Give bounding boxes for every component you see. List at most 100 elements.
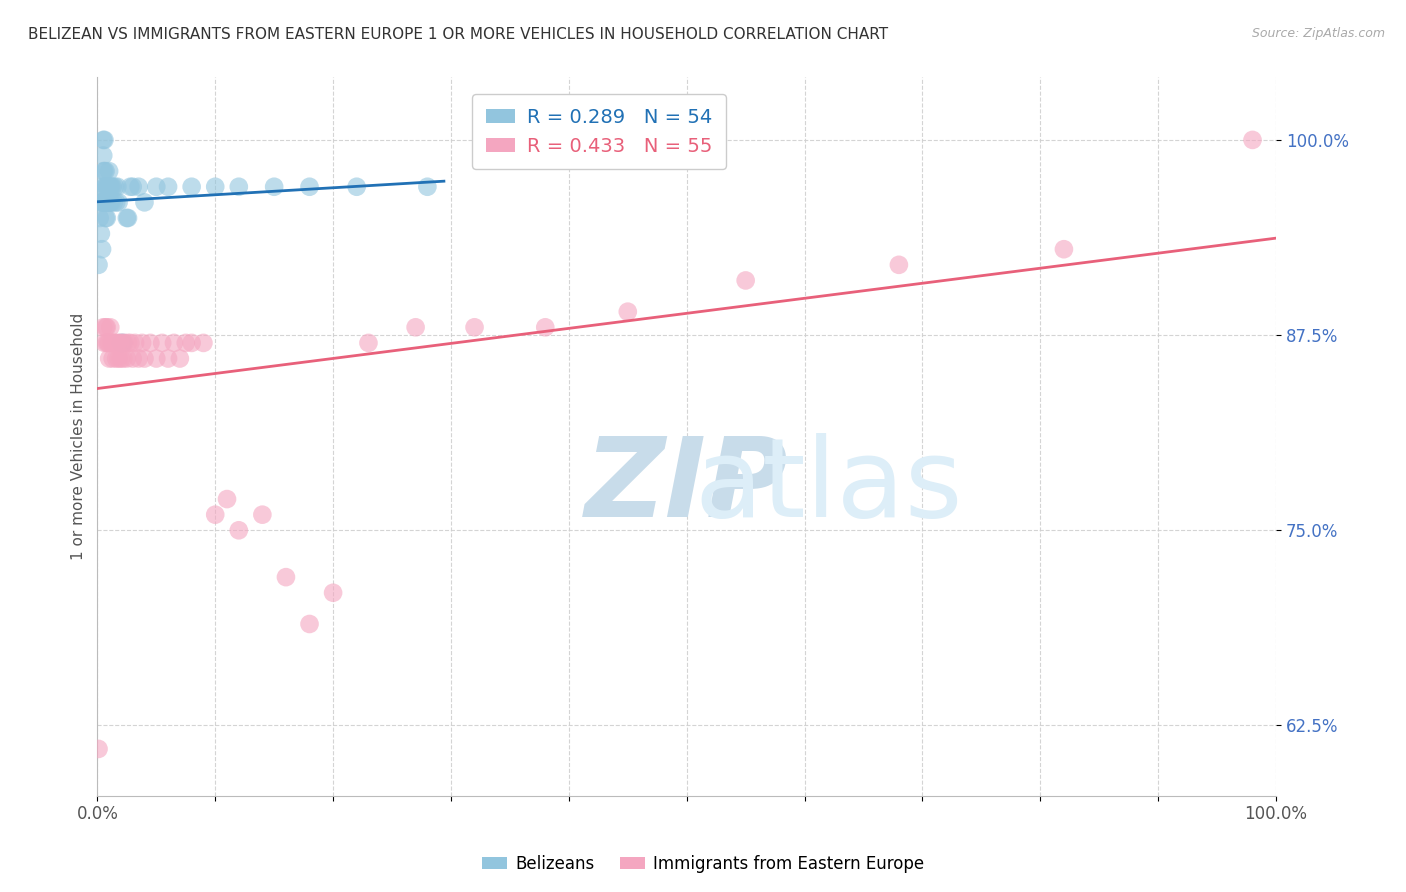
Point [101, 179, 124, 194]
Point [103, 335, 125, 350]
Point [98, 195, 121, 210]
Point [98, 351, 121, 366]
Y-axis label: 1 or more Vehicles in Household: 1 or more Vehicles in Household [72, 313, 86, 560]
Point [120, 335, 142, 350]
Point [157, 351, 180, 366]
Point [91, 195, 114, 210]
Point [100, 195, 122, 210]
Point [121, 351, 143, 366]
Point [87, 258, 110, 272]
Point [128, 351, 150, 366]
Point [101, 351, 124, 366]
Point [97, 335, 120, 350]
Text: atlas: atlas [695, 434, 963, 541]
Point [98, 320, 121, 334]
Point [97, 195, 120, 210]
Point [98, 179, 121, 194]
Point [263, 179, 285, 194]
Text: BELIZEAN VS IMMIGRANTS FROM EASTERN EUROPE 1 OR MORE VEHICLES IN HOUSEHOLD CORRE: BELIZEAN VS IMMIGRANTS FROM EASTERN EURO… [28, 27, 889, 42]
Point [98, 164, 121, 178]
Point [108, 335, 131, 350]
Point [107, 351, 129, 366]
Point [617, 304, 640, 318]
Point [96, 320, 118, 334]
Point [91, 242, 114, 256]
Point [464, 320, 486, 334]
Point [89, 195, 111, 210]
Point [112, 335, 135, 350]
Point [405, 320, 427, 334]
Point [180, 179, 202, 194]
Point [357, 335, 380, 350]
Point [215, 491, 238, 506]
Point [117, 335, 139, 350]
Point [298, 179, 321, 194]
Point [150, 335, 173, 350]
Point [115, 211, 138, 225]
Point [1053, 242, 1076, 256]
Point [139, 335, 162, 350]
Point [117, 211, 139, 225]
Point [94, 179, 117, 194]
Point [105, 335, 128, 350]
Point [887, 258, 910, 272]
Point [90, 227, 112, 241]
Point [93, 164, 115, 178]
Point [163, 335, 186, 350]
Point [93, 179, 115, 194]
Point [91, 133, 114, 147]
Point [110, 335, 132, 350]
Point [96, 179, 118, 194]
Point [103, 195, 125, 210]
Point [98, 179, 121, 194]
Point [91, 164, 114, 178]
Point [228, 523, 250, 537]
Point [98, 335, 121, 350]
Point [105, 195, 128, 210]
Point [193, 335, 215, 350]
Point [96, 195, 118, 210]
Point [94, 320, 117, 334]
Point [112, 351, 135, 366]
Point [91, 195, 114, 210]
Point [105, 351, 128, 366]
Point [104, 179, 127, 194]
Point [98, 195, 121, 210]
Point [128, 179, 150, 194]
Point [111, 335, 134, 350]
Point [274, 570, 297, 584]
Point [96, 211, 118, 225]
Point [91, 320, 114, 334]
Point [145, 179, 167, 194]
Point [89, 211, 111, 225]
Point [110, 351, 132, 366]
Point [322, 586, 344, 600]
Point [114, 335, 136, 350]
Point [87, 742, 110, 756]
Text: Source: ZipAtlas.com: Source: ZipAtlas.com [1251, 27, 1385, 40]
Point [94, 164, 117, 178]
Point [97, 179, 120, 194]
Point [131, 335, 153, 350]
Point [93, 335, 115, 350]
Point [91, 179, 114, 194]
Point [93, 195, 115, 210]
Point [124, 335, 146, 350]
Point [94, 211, 117, 225]
Point [174, 335, 197, 350]
Point [416, 179, 439, 194]
Point [121, 179, 143, 194]
Legend: Belizeans, Immigrants from Eastern Europe: Belizeans, Immigrants from Eastern Europ… [475, 848, 931, 880]
Point [134, 195, 156, 210]
Point [228, 179, 250, 194]
Point [105, 179, 128, 194]
Point [91, 148, 114, 162]
Point [120, 179, 142, 194]
Point [169, 351, 191, 366]
Legend: R = 0.289   N = 54, R = 0.433   N = 55: R = 0.289 N = 54, R = 0.433 N = 55 [472, 95, 725, 169]
Point [94, 195, 117, 210]
Point [534, 320, 557, 334]
Point [252, 508, 274, 522]
Point [180, 335, 202, 350]
Point [134, 351, 156, 366]
